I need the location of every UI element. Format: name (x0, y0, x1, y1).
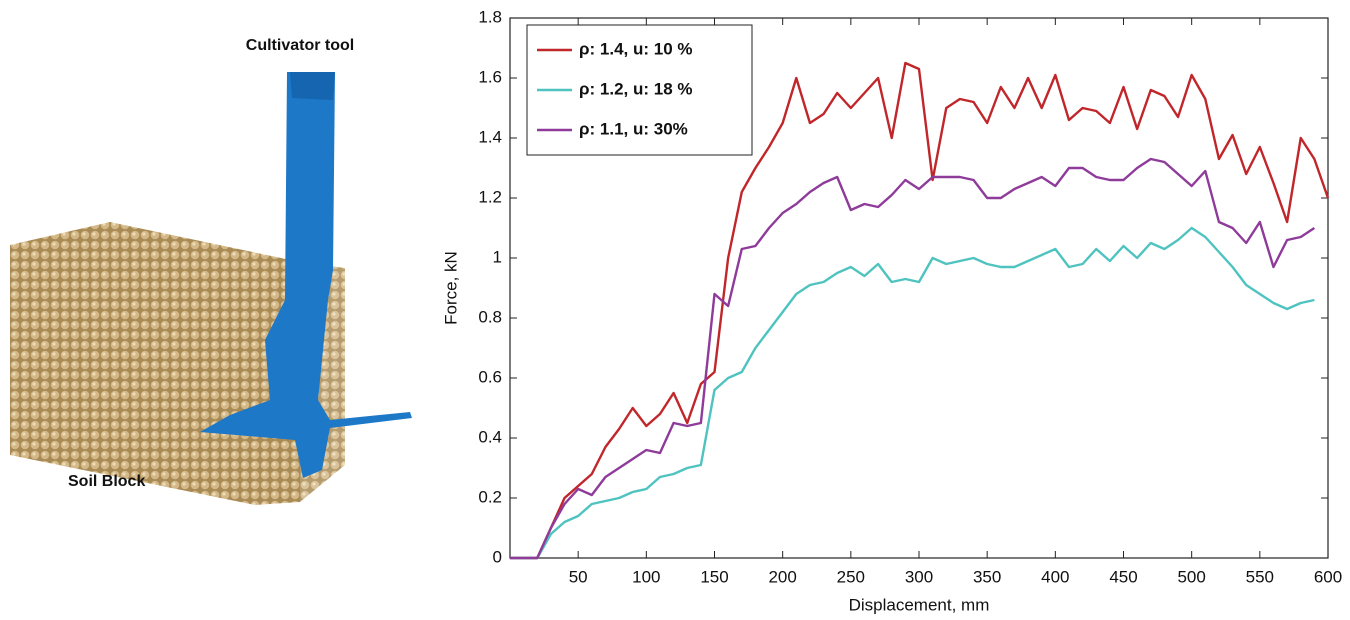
legend-label: ρ: 1.4, u: 10 % (579, 39, 693, 58)
x-tick-label: 100 (632, 567, 660, 586)
x-tick-label: 400 (1041, 567, 1069, 586)
series-line (510, 157, 1316, 560)
y-tick-label: 1.2 (478, 187, 502, 206)
x-tick-label: 200 (768, 567, 796, 586)
y-axis-label: Force, kN (441, 251, 460, 325)
tool-top (290, 72, 335, 100)
x-tick-label: 450 (1109, 567, 1137, 586)
y-tick-label: 1.4 (478, 127, 502, 146)
legend-label: ρ: 1.1, u: 30% (579, 119, 688, 138)
series-line (510, 226, 1315, 560)
tool (200, 72, 412, 478)
x-tick-label: 350 (973, 567, 1001, 586)
tool-label: Cultivator tool (246, 37, 354, 54)
y-tick-label: 0.4 (478, 427, 502, 446)
y-tick-label: 1.6 (478, 67, 502, 86)
x-tick-label: 150 (700, 567, 728, 586)
y-tick-label: 1 (493, 247, 502, 266)
x-tick-label: 550 (1246, 567, 1274, 586)
block-label: Soil Block (68, 473, 145, 490)
y-tick-label: 0.6 (478, 367, 502, 386)
y-tick-label: 0.8 (478, 307, 502, 326)
x-tick-label: 50 (569, 567, 588, 586)
illustration: Cultivator tool Soil Block (10, 37, 412, 505)
soil-block-front (10, 222, 300, 505)
x-tick-label: 250 (837, 567, 865, 586)
x-tick-label: 500 (1177, 567, 1205, 586)
y-tick-label: 0.2 (478, 487, 502, 506)
legend-label: ρ: 1.2, u: 18 % (579, 79, 693, 98)
x-tick-label: 600 (1314, 567, 1342, 586)
y-tick-label: 0 (493, 547, 502, 566)
series-line (510, 61, 1330, 560)
x-axis-label: Displacement, mm (849, 595, 990, 614)
y-tick-label: 1.8 (478, 7, 502, 26)
x-tick-label: 300 (905, 567, 933, 586)
